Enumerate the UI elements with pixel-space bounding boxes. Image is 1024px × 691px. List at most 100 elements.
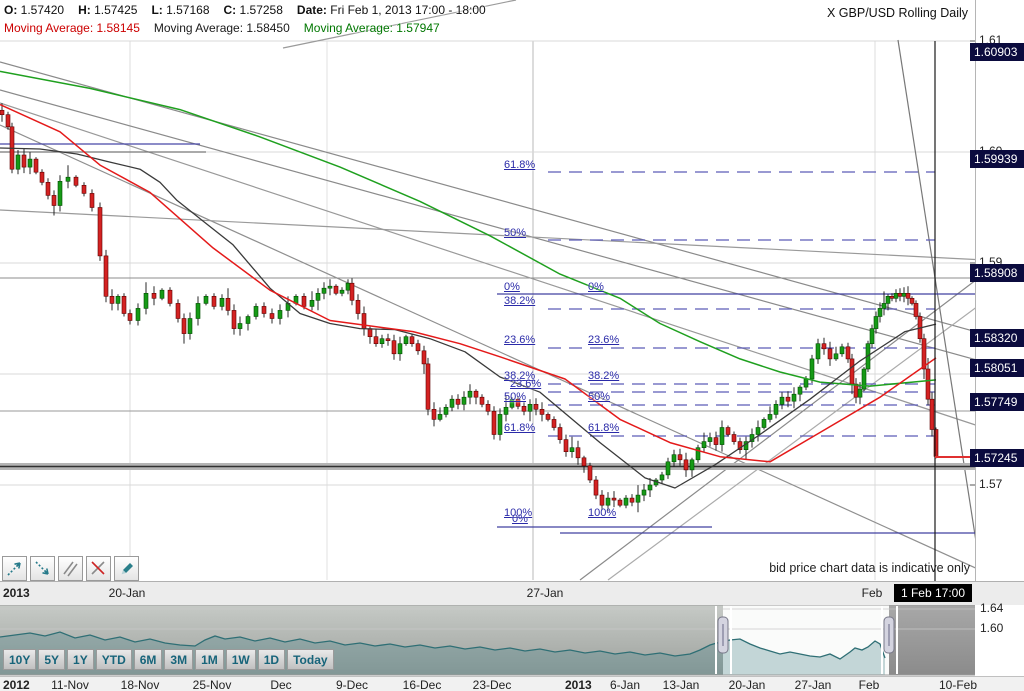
range-button-1d[interactable]: 1D — [257, 649, 286, 670]
candle-body — [127, 313, 133, 321]
candle-body — [253, 306, 259, 317]
candle-body — [437, 414, 443, 420]
candle-body — [877, 308, 883, 317]
delete-drawing-tool-button[interactable] — [86, 556, 111, 581]
moving-average-readout: Moving Average: 1.58145 Moving Average: 1… — [4, 21, 454, 35]
candle-body — [97, 207, 103, 257]
range-button-ytd[interactable]: YTD — [95, 649, 132, 670]
navigator-axis-label: Dec — [270, 678, 292, 691]
candle-body — [321, 287, 327, 294]
navigator-line — [0, 631, 886, 660]
navigator-axis-label: 10-Feb — [938, 678, 978, 691]
candle-body — [845, 346, 851, 360]
pencil-icon — [121, 563, 133, 575]
candle-body — [225, 297, 231, 311]
candle-body — [467, 390, 473, 398]
ohlc-key: C: — [223, 3, 240, 17]
range-button-1m[interactable]: 1M — [195, 649, 224, 670]
candle-body — [195, 303, 201, 319]
drawing-toolbar — [2, 556, 139, 581]
candle-body — [707, 437, 713, 442]
candle-body — [901, 293, 907, 297]
trend-down-tool-button[interactable] — [30, 556, 55, 581]
candle-body — [175, 303, 181, 319]
candle-body — [57, 181, 63, 206]
candle-body — [103, 255, 109, 297]
candle-body — [503, 406, 509, 415]
time-axis[interactable]: 2013 20-Jan 27-Jan Feb — [0, 581, 1024, 605]
fib-level-label: 100% — [504, 507, 533, 519]
range-button-1w[interactable]: 1W — [225, 649, 256, 670]
candle-body — [231, 310, 237, 329]
range-button-1y[interactable]: 1Y — [67, 649, 94, 670]
ohlc-readout: O: 1.57420 H: 1.57425 L: 1.57168 C: 1.57258… — [4, 3, 500, 17]
range-button-10y[interactable]: 10Y — [3, 649, 37, 670]
candle-body — [121, 295, 127, 314]
range-button-6m[interactable]: 6M — [133, 649, 163, 670]
candle-body — [143, 293, 149, 309]
candle-body — [455, 398, 461, 405]
candle-body — [315, 293, 321, 301]
candle-body — [557, 427, 563, 440]
time-axis-label: 20-Jan — [108, 586, 146, 600]
fib-level-label: 61.8% — [504, 422, 536, 434]
range-button-today[interactable]: Today — [287, 649, 334, 670]
trend-up-icon — [7, 562, 21, 576]
pencil-tool-button[interactable] — [114, 556, 139, 581]
fib-level-label: 61.8% — [504, 159, 536, 171]
parallel-lines-tool-button[interactable] — [58, 556, 83, 581]
candle-body — [797, 386, 803, 395]
candle-body — [909, 297, 915, 304]
bid-notice: bid price chart data is indicative only — [769, 561, 970, 575]
candle-body — [485, 404, 491, 412]
candle-body — [277, 310, 283, 319]
navigator-price-label: 1.60 — [980, 621, 1004, 635]
candle-body — [301, 295, 307, 307]
candle-body — [0, 109, 5, 116]
fib-level-label: 23.6% — [504, 334, 536, 346]
candle-body — [385, 338, 391, 341]
candle-body — [167, 289, 173, 304]
candle-body — [403, 336, 409, 344]
candle-body — [755, 427, 761, 435]
time-axis-label: 27-Jan — [526, 586, 564, 600]
fib-level-label: 23.6% — [510, 378, 542, 390]
candle-body — [431, 408, 437, 420]
price-axis[interactable] — [975, 0, 1024, 581]
range-button-3m[interactable]: 3M — [164, 649, 194, 670]
candle-body — [491, 410, 497, 435]
trend-up-tool-button[interactable] — [2, 556, 27, 581]
candle-body — [593, 479, 599, 496]
fib-level-label: 50% — [504, 391, 527, 403]
trend-line — [607, 271, 1024, 581]
candle-body — [833, 353, 839, 360]
ohlc-value: H: 1.57425 — [78, 3, 138, 17]
fib-level-label: 50% — [588, 391, 611, 403]
candle-body — [245, 316, 251, 324]
current-time-badge: 1 Feb 17:00 — [894, 584, 972, 602]
candle-body — [367, 328, 373, 338]
candle-body — [611, 497, 617, 501]
candle-body — [527, 404, 533, 412]
range-selector-toolbar: 10Y 5Y 1Y YTD 6M 3M 1M 1W 1D Today — [3, 649, 334, 670]
candle-body — [889, 295, 895, 299]
candle-body — [869, 328, 875, 344]
moving-average-line — [0, 103, 937, 463]
candle-body — [533, 404, 539, 410]
navigator-axis-label: 23-Dec — [472, 678, 512, 691]
ohlc-value: L: 1.57168 — [151, 3, 210, 17]
candle-body — [773, 404, 779, 415]
candle-body — [355, 299, 361, 314]
candle-body — [327, 285, 333, 289]
candle-body — [135, 308, 141, 321]
candle-body — [373, 336, 379, 344]
range-button-5y[interactable]: 5Y — [38, 649, 66, 670]
candle-body — [449, 398, 455, 408]
candle-body — [695, 447, 701, 461]
candle-body — [849, 358, 855, 385]
date-readout: Date: Fri Feb 1, 2013 17:00 - 18:00 — [296, 3, 486, 17]
navigator-time-axis[interactable]: 2012 11-Nov 18-Nov 25-Nov Dec 9-Dec 16-Dec 23-D… — [0, 676, 1024, 691]
candle-body — [379, 338, 385, 344]
date-key: Date: — [296, 3, 331, 17]
